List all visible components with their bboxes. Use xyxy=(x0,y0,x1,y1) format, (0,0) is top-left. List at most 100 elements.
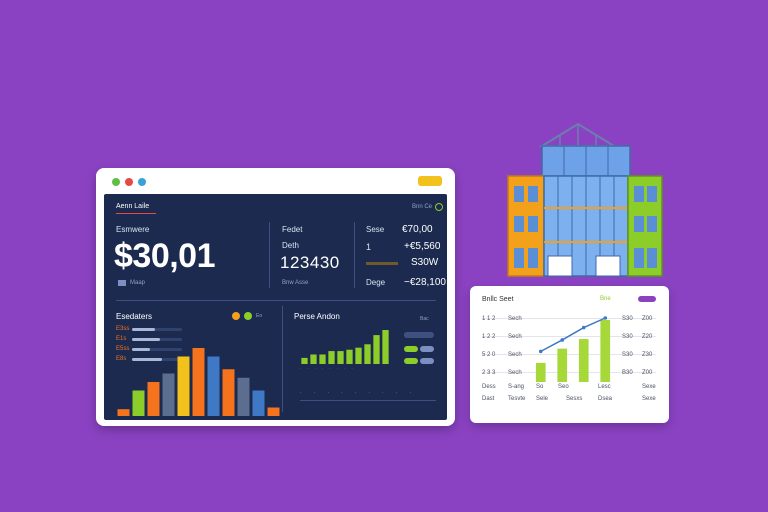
section-divider xyxy=(116,300,436,301)
header-right-text[interactable]: Bnn Ce xyxy=(412,204,433,210)
legend-text: Eo xyxy=(256,313,263,319)
middle-chart-bar xyxy=(373,335,380,364)
report-left-label-2: Sech xyxy=(508,334,522,340)
left-row-label-4: E8s xyxy=(116,356,127,362)
window-dot-green[interactable] xyxy=(112,178,120,186)
left-chart-bar xyxy=(222,369,235,416)
left-chart-bar xyxy=(207,356,220,416)
kpi2-foot: Bnw Asse xyxy=(282,280,309,286)
middle-badge-1 xyxy=(404,346,418,352)
left-chart-bar xyxy=(267,407,280,416)
middle-bar-chart xyxy=(301,330,389,364)
report-right-axis-2: S30 xyxy=(622,334,633,340)
middle-axis-ticks: ········ xyxy=(300,366,359,371)
left-chart-bar xyxy=(252,390,265,416)
legend-green-icon xyxy=(244,312,252,320)
window-dot-blue[interactable] xyxy=(138,178,146,186)
report-right-label-4: Z00 xyxy=(642,370,653,376)
report-chart-bar xyxy=(557,348,568,382)
report-footer2-6: Sexe xyxy=(642,396,656,402)
divider-3 xyxy=(282,306,283,412)
report-footer2-4: Sesxs xyxy=(566,396,583,402)
middle-chart-bar xyxy=(346,349,353,364)
report-left-label-4: Sech xyxy=(508,370,522,376)
window-dot-red[interactable] xyxy=(125,178,133,186)
kpi1-sub: Maap xyxy=(130,280,146,286)
report-gridline-3 xyxy=(482,354,656,355)
report-left-label-3: Sech xyxy=(508,352,522,358)
left-chart-bar xyxy=(192,348,205,416)
kpi2-sub-label: Deth xyxy=(282,241,299,250)
building-illustration xyxy=(507,122,663,277)
left-bar-chart xyxy=(117,348,280,416)
report-right-axis-3: S30 xyxy=(622,352,633,358)
report-footer2-3: Sele xyxy=(536,396,549,402)
middle-pill-2 xyxy=(420,346,434,352)
middle-chart-bar xyxy=(355,347,362,364)
kpi3-row4-label: Dege xyxy=(366,278,386,287)
report-chart-line xyxy=(540,317,606,353)
kpi2-label: Fedet xyxy=(282,225,303,234)
kpi3-row1-label: Sese xyxy=(366,225,385,234)
report-right-axis-1: S30 xyxy=(622,316,633,322)
report-gridline-1 xyxy=(482,318,656,319)
left-row-label-1: E3ss xyxy=(116,326,130,332)
left-chart-bar xyxy=(117,409,130,416)
report-bar-chart xyxy=(535,316,611,382)
legend-orange-icon xyxy=(232,312,240,320)
divider-2 xyxy=(354,222,355,288)
middle-pill-4 xyxy=(404,332,434,338)
kpi1-value: $30,01 xyxy=(114,237,216,275)
report-purple-button[interactable] xyxy=(638,296,656,302)
left-row-label-3: E5ss xyxy=(116,346,130,352)
left-chart-bar xyxy=(132,390,145,416)
middle-chart-bar xyxy=(319,354,326,364)
kpi3-row3-bar xyxy=(366,262,398,265)
report-chart-point xyxy=(560,338,565,342)
report-title: Bnllc Seet xyxy=(482,296,514,303)
divider-1 xyxy=(269,222,270,288)
kpi3-row4-value: −€28,100 xyxy=(404,277,446,288)
report-chart-point xyxy=(538,349,543,354)
left-panel-title: Esedaters xyxy=(116,312,153,321)
report-footer-4: Seo xyxy=(558,384,569,390)
report-left-axis-1: 1 1 2 xyxy=(482,316,496,322)
middle-panel-title: Perse Andon xyxy=(294,312,340,321)
report-chart-point xyxy=(581,325,586,330)
report-footer2-5: Dsea xyxy=(598,396,613,402)
report-left-axis-4: 2 3 3 xyxy=(482,370,496,376)
middle-corner-label: Bac xyxy=(420,316,429,322)
kpi1-icon xyxy=(118,280,126,286)
report-left-axis-2: 1 2 2 xyxy=(482,334,496,340)
dashboard-panel: Aenn Laile Bnn Ce Esmwere $30,01 Maap Fe… xyxy=(104,194,447,420)
left-chart-bar xyxy=(177,356,190,416)
middle-chart-bar xyxy=(328,351,335,364)
middle-chart-bar xyxy=(337,351,344,364)
report-right-label-1: Z00 xyxy=(642,316,653,322)
report-left-axis-3: 5 2 0 xyxy=(482,352,496,358)
kpi3-row3-value: S30W xyxy=(411,257,439,268)
left-row-label-2: E1s xyxy=(116,336,127,342)
report-footer-3: So xyxy=(536,384,544,390)
report-gridline-4 xyxy=(482,372,656,373)
middle-chart-bar xyxy=(364,344,371,364)
left-progress-3 xyxy=(132,348,182,351)
left-chart-bar xyxy=(147,382,160,416)
window-action-button[interactable] xyxy=(418,176,442,186)
left-progress-1 xyxy=(132,328,182,331)
left-progress-2 xyxy=(132,338,182,341)
kpi3-row2-value: +€5,560 xyxy=(404,241,441,252)
left-chart-bar xyxy=(237,377,250,416)
kpi2-value: 123430 xyxy=(280,253,340,272)
report-left-label-1: Sech xyxy=(508,316,522,322)
report-footer2-2: Tesvte xyxy=(508,396,526,402)
middle-badge-2 xyxy=(404,358,418,364)
middle-chart-bar xyxy=(310,354,317,364)
report-chart-point xyxy=(603,316,608,320)
left-progress-4 xyxy=(132,358,182,361)
report-footer-5: Lesc xyxy=(598,384,611,390)
kpi3-row2-label: 1 xyxy=(366,242,372,252)
report-right-axis-4: B30 xyxy=(622,370,633,376)
kpi1-label: Esmwere xyxy=(116,225,150,234)
middle-chart-bar xyxy=(382,330,389,364)
